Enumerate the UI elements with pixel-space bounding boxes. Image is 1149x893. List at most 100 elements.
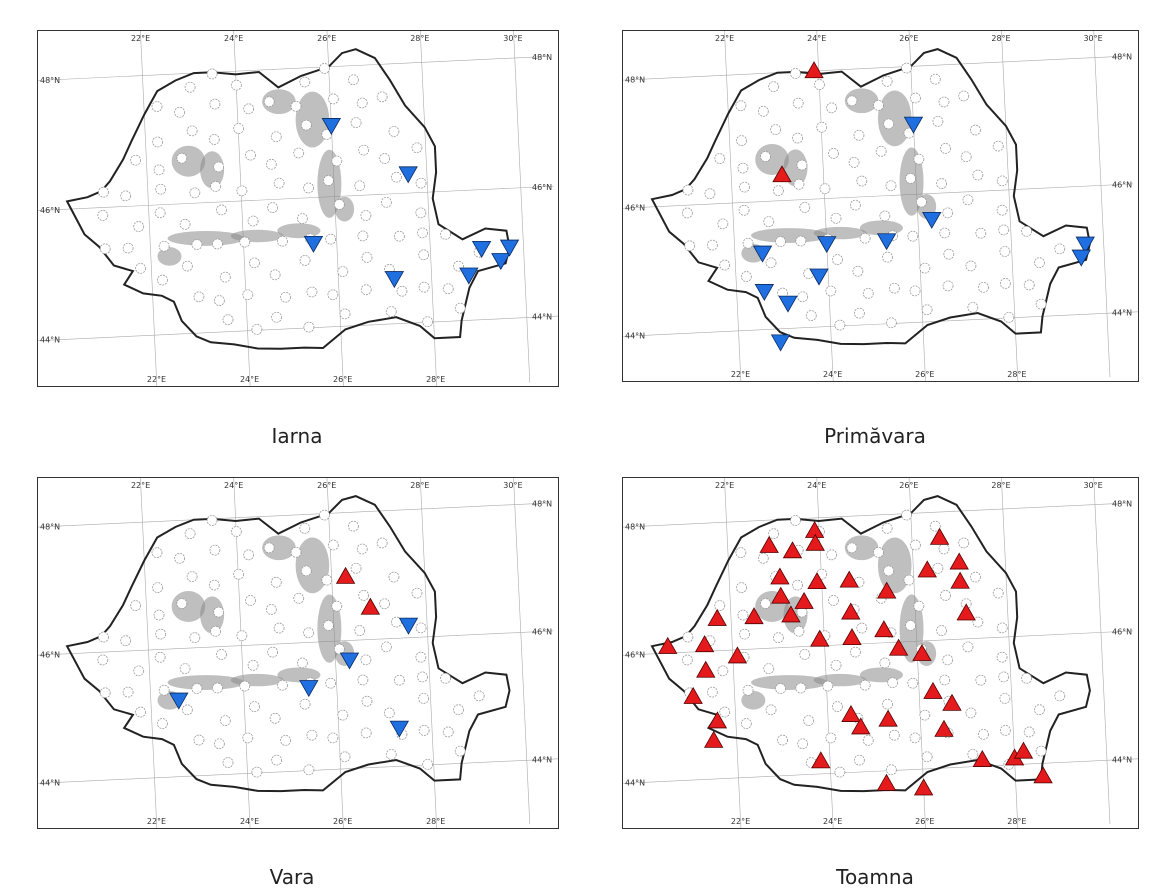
station-marker [299, 76, 311, 88]
relief-shade [157, 247, 182, 266]
decreasing-trend-marker [817, 236, 837, 254]
station-marker [339, 308, 351, 320]
country-border [650, 48, 1091, 346]
station-marker [189, 187, 201, 199]
station-marker [130, 600, 142, 611]
station-marker [210, 625, 221, 637]
station-marker [965, 707, 977, 719]
meridian-line [724, 31, 742, 381]
lat-label-right: 48°N [1112, 53, 1132, 62]
station-marker [385, 306, 397, 317]
station-marker [765, 257, 777, 269]
relief-shade [751, 675, 828, 690]
map-vara: 22°E 22°E 24°E 24°E 26°E 26°E 28°E 28°E 30°E 48°N… [37, 477, 559, 829]
station-marker [337, 266, 349, 278]
station-marker [321, 129, 333, 140]
station-marker [243, 549, 255, 561]
lon-label-top: 22°E [715, 481, 734, 490]
increasing-trend-marker [694, 635, 715, 653]
station-marker [277, 235, 288, 247]
station-marker [154, 207, 166, 219]
station-marker [396, 285, 408, 297]
station-marker [442, 283, 454, 295]
station-marker [219, 715, 231, 727]
station-marker [853, 307, 865, 319]
station-marker [921, 751, 933, 763]
station-marker [822, 680, 834, 692]
station-marker [830, 212, 842, 224]
increasing-trend-marker [913, 778, 934, 796]
country-border [65, 495, 511, 793]
station-marker [181, 260, 193, 272]
station-marker [797, 291, 809, 303]
station-marker [303, 764, 315, 776]
station-marker [361, 695, 373, 707]
station-marker [706, 239, 718, 251]
decreasing-trend-marker [303, 235, 324, 253]
increasing-trend-marker [934, 719, 954, 737]
lat-label-left: 48°N [40, 523, 60, 532]
station-marker [852, 265, 864, 277]
station-marker [1035, 298, 1047, 310]
lon-label-bottom: 26°E [915, 370, 934, 379]
station-marker [206, 515, 218, 526]
station-marker [418, 725, 430, 736]
increasing-trend-marker [805, 533, 825, 551]
station-marker [325, 677, 337, 689]
station-marker [816, 121, 828, 133]
increasing-trend-marker [877, 581, 897, 599]
station-marker [846, 542, 858, 554]
station-marker [859, 679, 871, 691]
station-marker [996, 651, 1008, 663]
station-marker [875, 145, 887, 157]
station-marker [179, 218, 191, 230]
station-marker [998, 671, 1010, 683]
station-marker [879, 657, 891, 669]
increasing-trend-marker [842, 628, 862, 646]
station-marker [888, 729, 900, 741]
relief-shade [295, 537, 330, 594]
station-marker [376, 91, 388, 103]
station-marker [772, 185, 784, 197]
station-marker [881, 75, 893, 87]
increasing-trend-marker [782, 541, 803, 559]
lon-label-top: 26°E [899, 34, 918, 43]
map-svg-primavara: 22°E 22°E 24°E 24°E 26°E 26°E 28°E 28°E 30°E 48°N… [623, 31, 1138, 381]
station-marker [921, 304, 933, 316]
lat-label-left: 46°N [625, 203, 645, 212]
station-marker [415, 622, 427, 634]
station-marker [357, 674, 369, 686]
decreasing-trend-marker [809, 268, 829, 286]
station-marker [909, 285, 921, 297]
station-marker [333, 199, 345, 210]
meridian-line [513, 478, 531, 825]
station-marker [682, 184, 694, 196]
station-marker [1054, 243, 1066, 255]
station-marker [376, 537, 388, 549]
lat-label-left: 44°N [625, 778, 645, 787]
station-marker [356, 97, 368, 109]
station-marker [1023, 726, 1035, 738]
station-marker [790, 515, 801, 526]
station-marker [832, 254, 843, 265]
station-marker [454, 745, 466, 757]
station-marker [910, 539, 921, 551]
station-marker [271, 311, 283, 323]
station-marker [337, 709, 349, 721]
relief-shade [262, 535, 296, 561]
increasing-trend-marker [707, 711, 728, 729]
increasing-trend-marker [912, 643, 932, 661]
country-border [650, 495, 1091, 793]
station-marker [862, 734, 874, 746]
increasing-trend-marker [929, 527, 950, 545]
station-marker [327, 539, 339, 551]
increasing-trend-marker [744, 607, 764, 625]
increasing-trend-marker [360, 597, 381, 615]
lon-label-bottom: 28°E [426, 375, 445, 384]
lat-label-right: 48°N [532, 53, 552, 62]
lon-label-top: 26°E [317, 34, 336, 43]
relief-shade [295, 91, 330, 148]
increasing-trend-marker [781, 605, 801, 623]
lon-label-top: 30°E [503, 34, 522, 43]
station-marker [186, 571, 198, 583]
